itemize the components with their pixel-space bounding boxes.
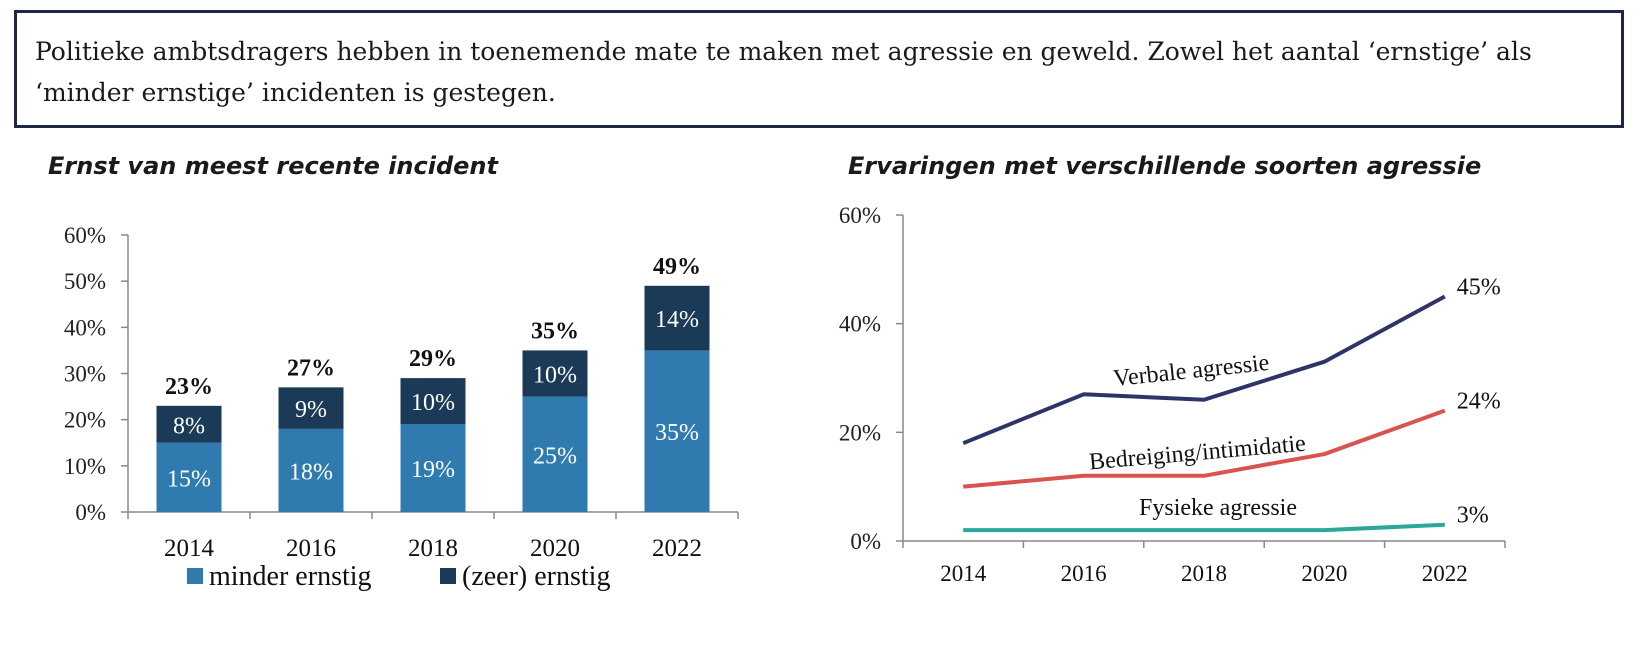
bar-data-label-minder: 18% — [289, 459, 333, 485]
bar-segment-minder-ernstig — [156, 442, 222, 512]
bar-y-tick-label: 40% — [64, 315, 106, 340]
headline-text: Politieke ambtsdragers hebben in toeneme… — [35, 37, 1532, 107]
bar-segment-minder-ernstig — [400, 424, 466, 512]
bar-data-label-ernstig: 10% — [411, 390, 455, 416]
bar-y-tick-label: 10% — [64, 454, 106, 479]
line-series-verbale-agressie — [962, 294, 1446, 446]
bar-segment-zeer-ernstig — [522, 350, 588, 397]
bar-segment-zeer-ernstig — [156, 405, 222, 443]
line-series-fysieke-agressie — [963, 522, 1445, 533]
bar-x-tick-label: 2022 — [652, 535, 702, 562]
line-chart-title: Ervaringen met verschillende soorten agr… — [848, 152, 1482, 180]
line-end-label-fysieke-agressie: 3% — [1457, 503, 1489, 529]
bar-y-tick-label: 20% — [64, 408, 106, 433]
line-x-tick-label: 2022 — [1422, 561, 1468, 586]
bar-segment-minder-ernstig — [522, 396, 588, 512]
bar-segment-minder-ernstig — [278, 428, 344, 512]
line-end-label-verbale-agressie: 45% — [1457, 275, 1501, 301]
legend-swatch-ernstig — [440, 568, 456, 584]
line-series-name-fysieke: Fysieke agressie — [1139, 495, 1297, 521]
bar-segment-zeer-ernstig — [644, 285, 710, 351]
line-x-tick-label: 2018 — [1181, 561, 1227, 586]
bar-data-label-minder: 15% — [167, 466, 211, 492]
legend-label-minder: minder ernstig — [209, 561, 372, 592]
bar-total-label: 35% — [531, 318, 579, 344]
bar-y-tick-label: 60% — [64, 223, 106, 248]
line-x-tick-label: 2016 — [1061, 561, 1107, 586]
bar-total-label: 27% — [287, 355, 335, 381]
line-end-label-bedreiging-intimidatie: 24% — [1457, 389, 1501, 415]
line-y-tick-label: 0% — [850, 529, 881, 554]
bar-y-tick-label: 0% — [75, 500, 106, 525]
headline-box: Politieke ambtsdragers hebben in toeneme… — [14, 10, 1624, 128]
bar-y-tick-label: 50% — [64, 269, 106, 294]
line-y-tick-label: 60% — [839, 203, 881, 228]
bar-segment-zeer-ernstig — [400, 378, 466, 425]
bar-x-tick-label: 2018 — [408, 535, 458, 562]
bar-total-label: 23% — [165, 374, 213, 400]
bar-data-label-ernstig: 9% — [295, 397, 327, 423]
line-y-tick-label: 20% — [839, 420, 881, 445]
bar-y-tick-label: 30% — [64, 362, 106, 387]
legend-label-ernstig: (zeer) ernstig — [462, 561, 610, 592]
bar-data-label-minder: 19% — [411, 457, 455, 483]
bar-segment-minder-ernstig — [644, 350, 710, 512]
bar-x-tick-label: 2020 — [530, 535, 580, 562]
line-series-name-bedreiging: Bedreiging/intimidatie — [1088, 431, 1307, 476]
bar-data-label-ernstig: 10% — [533, 363, 577, 389]
legend-swatch-minder — [187, 568, 203, 584]
bar-x-tick-label: 2014 — [164, 535, 215, 562]
bar-data-label-minder: 25% — [533, 443, 577, 469]
bar-total-label: 29% — [409, 346, 457, 372]
bar-chart-title: Ernst van meest recente incident — [48, 152, 498, 180]
line-y-tick-label: 40% — [839, 312, 881, 337]
line-series-bedreiging-intimidatie — [963, 408, 1446, 489]
bar-total-label: 49% — [653, 254, 701, 280]
line-x-tick-label: 2014 — [940, 561, 987, 586]
bar-x-tick-label: 2016 — [286, 535, 336, 562]
bar-data-label-ernstig: 8% — [173, 413, 205, 439]
bar-data-label-minder: 35% — [655, 420, 699, 446]
bar-data-label-ernstig: 14% — [655, 307, 699, 333]
line-x-tick-label: 2020 — [1301, 561, 1347, 586]
bar-segment-zeer-ernstig — [278, 387, 344, 429]
